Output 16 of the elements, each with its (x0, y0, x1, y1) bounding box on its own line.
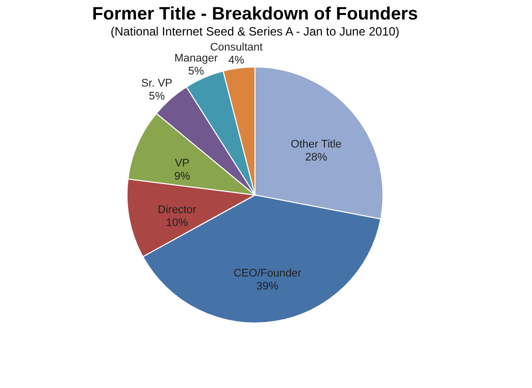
data-label: 9% (174, 170, 190, 182)
data-label: 28% (305, 151, 328, 164)
slice-label: VP (174, 157, 190, 170)
slice-label: Sr. VP (141, 78, 172, 90)
chart-title: Former Title - Breakdown of Founders (92, 4, 418, 24)
data-label: 5% (148, 90, 165, 103)
slice-label: Director (158, 204, 197, 216)
slice-label: CEO/Founder (233, 267, 302, 280)
data-label: 39% (256, 280, 279, 292)
chart-subtitle: (National Internet Seed & Series A - Jan to June 2010) (110, 24, 400, 39)
data-label: 10% (166, 216, 188, 229)
slice-label: Consultant (210, 42, 263, 54)
data-label: 5% (188, 66, 204, 78)
data-label: 4% (228, 54, 245, 67)
slice-label: Manager (174, 52, 218, 65)
slice-label: Other Title (290, 138, 342, 150)
